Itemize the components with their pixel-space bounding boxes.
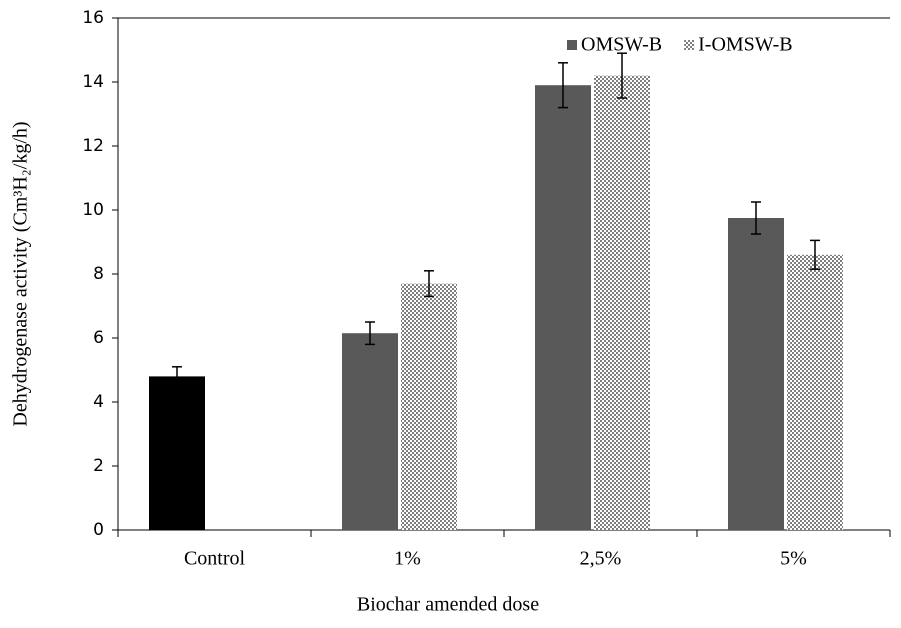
bar [149, 376, 205, 530]
legend-swatch [684, 40, 695, 50]
bar [787, 254, 843, 531]
y-tick-label: 14 [82, 72, 104, 92]
x-tick-label: Control [184, 548, 246, 570]
x-tick-label: 1% [394, 548, 421, 570]
y-tick-label: 16 [82, 8, 104, 28]
y-tick-label: 4 [93, 392, 104, 412]
bar [342, 333, 398, 530]
y-tick-label: 6 [93, 328, 104, 348]
bar [401, 283, 457, 530]
legend-label: OMSW-B [581, 34, 662, 56]
x-tick-label: 5% [780, 548, 807, 570]
legend-label: I-OMSW-B [698, 34, 792, 56]
x-axis-title: Biochar amended dose [357, 594, 539, 616]
y-tick-label: 12 [82, 136, 104, 156]
x-tick-label: 2,5% [580, 548, 622, 570]
y-tick-label: 8 [93, 264, 104, 284]
bar [535, 85, 591, 530]
y-tick-label: 10 [82, 200, 104, 220]
y-tick-label: 2 [93, 456, 104, 476]
y-axis-title: Dehydrogenase activity (Cm³H₂/kg/h) [10, 121, 32, 426]
bar [594, 75, 650, 530]
bar [728, 218, 784, 530]
y-tick-label: 0 [93, 520, 104, 540]
legend-swatch [567, 40, 577, 50]
